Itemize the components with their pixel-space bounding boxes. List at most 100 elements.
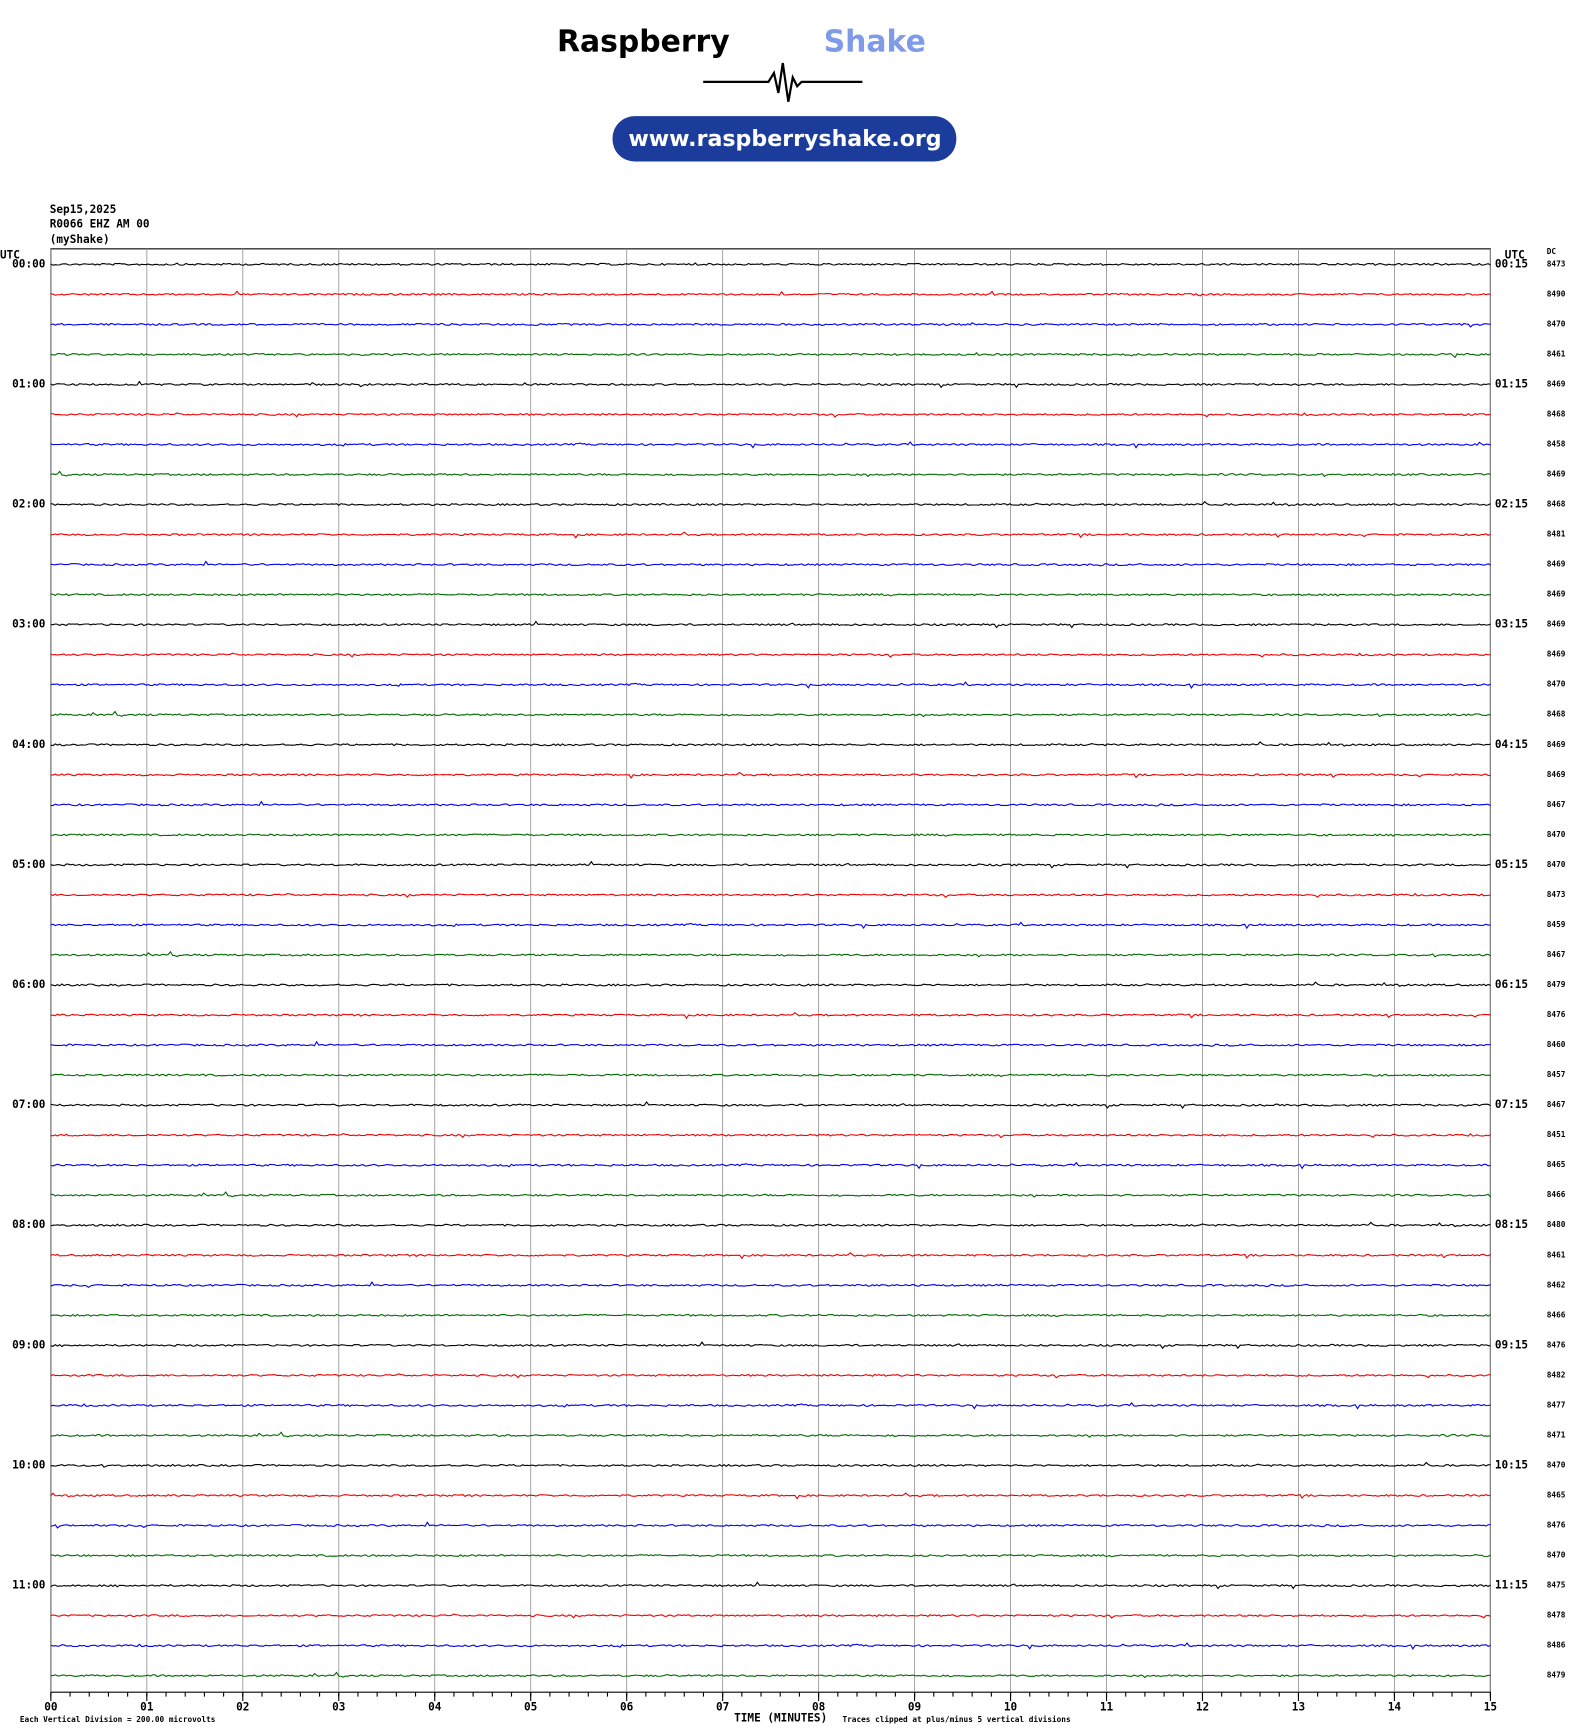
left-time-label: 11:00 [12, 1579, 45, 1592]
dc-label: 8468 [1547, 500, 1566, 509]
trace [50, 470, 1491, 478]
dc-label: 8469 [1547, 590, 1566, 599]
left-time-label: 10:00 [12, 1458, 45, 1471]
dc-label: 8467 [1547, 800, 1566, 809]
station: R0066 EHZ AM 00 [50, 218, 150, 231]
trace [50, 1642, 1491, 1650]
left-time-label: 03:00 [12, 618, 45, 631]
dc-label: 8451 [1547, 1130, 1566, 1139]
dc-label: 8482 [1547, 1370, 1566, 1379]
dc-label: 8460 [1547, 1040, 1566, 1049]
trace [50, 1313, 1491, 1318]
x-tick-label: 05 [524, 1701, 537, 1714]
x-tick-label: 04 [428, 1701, 442, 1714]
trace [50, 1431, 1491, 1438]
dc-label: 8459 [1547, 920, 1566, 929]
dc-label: 8473 [1547, 259, 1566, 268]
dc-label: 8476 [1547, 1340, 1566, 1349]
url: www.raspberryshake.org [628, 126, 941, 152]
dc-label: 8468 [1547, 409, 1566, 418]
trace [50, 290, 1491, 297]
trace [50, 1671, 1491, 1679]
dc-label: 8470 [1547, 319, 1566, 328]
trace [50, 981, 1491, 987]
dc-label: 8467 [1547, 1100, 1566, 1109]
left-time-label: 01:00 [12, 377, 45, 390]
dc-label: 8479 [1547, 1671, 1566, 1680]
trace [50, 1341, 1491, 1350]
x-tick-label: 00 [44, 1701, 57, 1714]
trace [50, 681, 1491, 689]
trace [50, 652, 1491, 658]
right-time-label: 04:15 [1495, 738, 1528, 751]
dc-label: 8469 [1547, 379, 1566, 388]
trace [50, 921, 1491, 930]
trace [50, 593, 1491, 597]
left-time-label: 06:00 [12, 978, 45, 991]
right-time-label: 11:15 [1495, 1579, 1528, 1592]
trace [50, 1161, 1491, 1170]
trace [50, 833, 1491, 837]
trace [50, 1492, 1491, 1500]
left-time-label: 05:00 [12, 858, 45, 871]
date: Sep15,2025 [50, 203, 117, 216]
right-time-label: 08:15 [1495, 1218, 1528, 1231]
trace [50, 1252, 1491, 1260]
trace [50, 620, 1491, 629]
trace [50, 1554, 1491, 1558]
x-axis-label: TIME (MINUTES) [734, 1712, 827, 1725]
dc-label: 8470 [1547, 1460, 1566, 1469]
dc-label: 8469 [1547, 560, 1566, 569]
dc-title: DC [1547, 247, 1557, 256]
trace [50, 771, 1491, 779]
trace [50, 710, 1491, 718]
left-time-label: 04:00 [12, 738, 45, 751]
trace [50, 892, 1491, 899]
trace [50, 441, 1491, 449]
x-tick-label: 03 [332, 1701, 345, 1714]
trace [50, 1581, 1491, 1590]
right-time-label: 09:15 [1495, 1338, 1528, 1351]
brand: Raspberry [557, 25, 730, 60]
right-time-label: 01:15 [1495, 377, 1528, 390]
trace [50, 741, 1491, 747]
right-time-label: 00:15 [1495, 257, 1528, 270]
dc-label: 8480 [1547, 1220, 1566, 1229]
dc-label: 8469 [1547, 470, 1566, 479]
x-tick-label: 09 [908, 1701, 921, 1714]
trace [50, 262, 1491, 266]
trace [50, 1461, 1491, 1468]
dc-label: 8466 [1547, 1310, 1566, 1319]
x-tick-label: 13 [1292, 1701, 1305, 1714]
trace [50, 1011, 1491, 1020]
source: (myShake) [50, 233, 110, 246]
trace [50, 800, 1491, 807]
trace [50, 412, 1491, 418]
left-time-label: 08:00 [12, 1218, 45, 1231]
left-time-label: 07:00 [12, 1098, 45, 1111]
dc-label: 8465 [1547, 1490, 1566, 1499]
dc-label: 8478 [1547, 1611, 1566, 1620]
trace [50, 322, 1491, 328]
trace [50, 860, 1491, 869]
left-time-label: 02:00 [12, 498, 45, 511]
dc-label: 8468 [1547, 710, 1566, 719]
right-time-label: 03:15 [1495, 618, 1528, 631]
right-time-label: 06:15 [1495, 978, 1528, 991]
dc-label: 8477 [1547, 1400, 1566, 1409]
trace [50, 1191, 1491, 1198]
trace [50, 1281, 1491, 1288]
x-tick-label: 14 [1388, 1701, 1402, 1714]
x-tick-label: 02 [236, 1701, 249, 1714]
dc-label: 8476 [1547, 1010, 1566, 1019]
trace [50, 560, 1491, 567]
trace [50, 352, 1491, 359]
trace [50, 1221, 1491, 1228]
right-time-label: 10:15 [1495, 1458, 1528, 1471]
trace [50, 1100, 1491, 1109]
left-time-label: 00:00 [12, 257, 45, 270]
right-time-label: 02:15 [1495, 498, 1528, 511]
dc-label: 8473 [1547, 890, 1566, 899]
dc-label: 8470 [1547, 1551, 1566, 1560]
